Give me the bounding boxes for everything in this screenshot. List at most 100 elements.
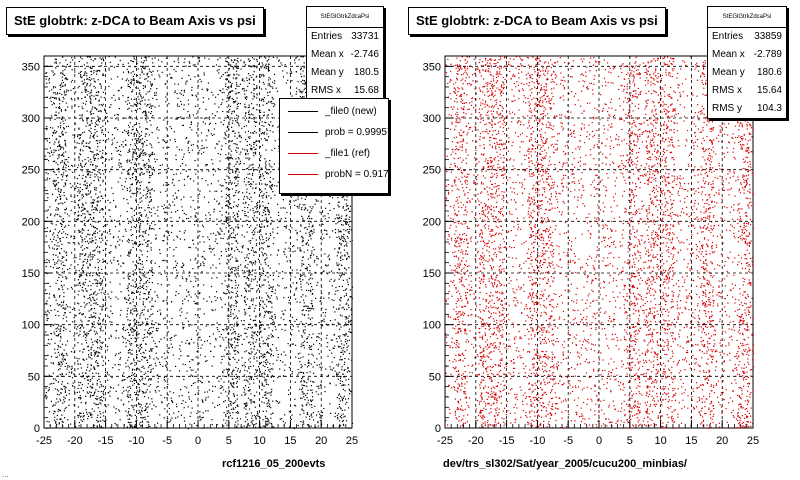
left-data-point — [237, 287, 239, 289]
left-data-point — [255, 153, 257, 155]
left-data-point — [326, 273, 329, 275]
left-data-point — [64, 163, 66, 165]
left-data-point — [230, 404, 232, 406]
left-data-point — [299, 323, 301, 325]
left-data-point — [97, 221, 99, 223]
left-data-point — [226, 217, 228, 219]
left-data-point — [298, 205, 300, 207]
left-data-point — [133, 325, 135, 327]
left-data-point — [197, 293, 199, 295]
left-data-point — [289, 259, 291, 262]
left-data-point — [99, 305, 101, 307]
left-data-point — [133, 305, 135, 307]
left-data-point — [142, 173, 144, 175]
left-data-point — [125, 117, 127, 119]
left-data-point — [237, 420, 239, 422]
left-data-point — [178, 180, 180, 182]
left-data-point — [81, 372, 83, 374]
left-data-point — [100, 345, 102, 347]
left-data-point — [244, 206, 246, 209]
left-data-point — [347, 298, 350, 300]
left-data-point — [297, 81, 299, 83]
left-data-point — [135, 124, 137, 126]
left-data-point — [270, 187, 272, 189]
left-data-point — [137, 412, 139, 415]
left-data-point — [275, 328, 277, 331]
left-data-point — [165, 184, 167, 186]
left-data-point — [271, 302, 273, 304]
left-data-point — [95, 282, 97, 284]
left-data-point — [228, 196, 231, 198]
left-data-point — [139, 380, 141, 382]
left-data-point — [198, 150, 200, 152]
left-data-point — [252, 401, 254, 403]
left-data-point — [100, 384, 102, 386]
left-data-point — [78, 72, 80, 75]
left-data-point — [312, 381, 314, 383]
left-data-point — [348, 358, 350, 360]
left-data-point — [87, 157, 89, 159]
left-data-point — [310, 400, 312, 402]
left-data-point — [302, 387, 304, 389]
left-data-point — [199, 416, 201, 418]
left-data-point — [199, 78, 201, 81]
left-data-point — [237, 269, 239, 271]
left-data-point — [106, 240, 108, 242]
left-data-point — [250, 261, 252, 263]
left-data-point — [82, 102, 84, 104]
left-data-point — [338, 346, 340, 348]
left-data-point — [55, 356, 57, 358]
left-data-point — [126, 161, 128, 163]
left-data-point — [133, 274, 135, 276]
left-data-point — [312, 333, 314, 335]
left-data-point — [89, 101, 92, 104]
left-data-point — [300, 56, 302, 58]
left-data-point — [232, 378, 234, 380]
left-data-point — [97, 390, 99, 392]
left-data-point — [133, 226, 135, 228]
left-data-point — [313, 381, 315, 383]
left-data-point — [86, 411, 88, 413]
left-data-point — [225, 143, 227, 145]
left-data-point — [46, 300, 48, 302]
left-data-point — [144, 103, 146, 105]
left-data-point — [270, 254, 272, 256]
left-data-point — [260, 56, 262, 58]
left-data-point — [138, 133, 140, 135]
left-data-point — [175, 291, 177, 293]
left-data-point — [322, 223, 324, 226]
left-data-point — [139, 280, 141, 282]
left-data-point — [165, 360, 167, 363]
left-data-point — [60, 274, 62, 276]
left-data-point — [80, 231, 82, 233]
left-data-point — [244, 106, 246, 108]
left-data-point — [85, 125, 87, 127]
left-data-point — [272, 191, 274, 193]
left-data-point — [189, 62, 191, 64]
left-data-point — [143, 60, 145, 62]
left-data-point — [271, 322, 273, 324]
left-data-point — [152, 305, 154, 307]
left-data-point — [102, 181, 104, 183]
left-data-point — [93, 70, 95, 72]
left-data-point — [142, 96, 144, 98]
left-data-point — [334, 228, 337, 231]
left-data-point — [336, 341, 338, 343]
left-data-point — [99, 402, 101, 404]
left-data-point — [141, 138, 144, 140]
left-data-point — [89, 147, 91, 149]
left-data-point — [80, 387, 82, 389]
left-data-point — [303, 75, 305, 77]
left-data-point — [225, 293, 227, 295]
left-data-point — [266, 172, 268, 174]
left-data-point — [270, 333, 272, 335]
left-data-point — [123, 390, 125, 392]
left-data-point — [114, 422, 116, 425]
left-data-point — [284, 287, 286, 289]
left-data-point — [239, 83, 241, 85]
left-data-point — [58, 276, 60, 278]
left-data-point — [62, 236, 64, 239]
left-data-point — [270, 407, 272, 409]
left-data-point — [51, 135, 54, 137]
left-data-point — [95, 352, 97, 354]
